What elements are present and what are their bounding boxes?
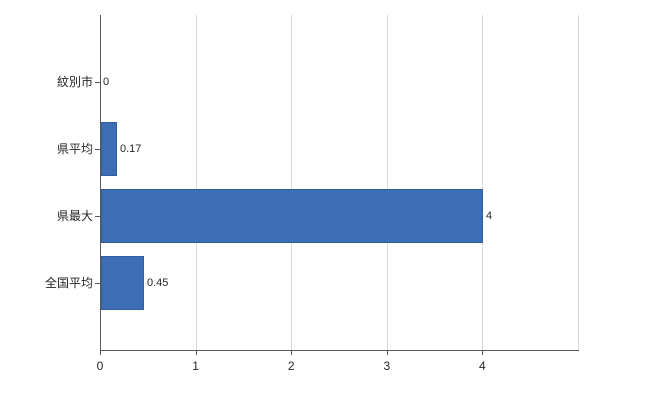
gridline <box>578 15 579 350</box>
gridline <box>195 15 197 350</box>
bar <box>101 122 117 176</box>
bar-value-label: 0.45 <box>147 277 169 289</box>
x-axis-tick <box>482 350 484 355</box>
x-axis-tick-label: 1 <box>192 359 199 373</box>
gridline <box>291 15 293 350</box>
gridline <box>386 15 388 350</box>
bar-value-label: 0 <box>103 76 110 88</box>
x-axis-tick-label: 3 <box>383 359 391 373</box>
y-axis-tick <box>95 82 100 83</box>
x-axis-line <box>100 350 579 351</box>
bar <box>101 256 144 310</box>
x-axis-tick <box>100 350 101 355</box>
y-axis-tick <box>95 149 100 150</box>
bar <box>101 189 483 243</box>
y-axis-tick <box>95 216 100 217</box>
category-label: 紋別市 <box>56 75 93 89</box>
x-axis-tick <box>386 350 388 355</box>
x-axis-tick <box>195 350 197 355</box>
x-axis-tick <box>291 350 293 355</box>
x-axis-tick-label: 2 <box>287 359 295 373</box>
category-label: 県平均 <box>56 142 93 156</box>
gridline <box>482 15 484 350</box>
y-axis-line <box>100 15 101 351</box>
category-label: 全国平均 <box>44 276 93 290</box>
x-axis-tick-label: 4 <box>479 359 486 373</box>
category-label: 県最大 <box>56 209 93 223</box>
bar-value-label: 0.17 <box>120 143 142 155</box>
bar-value-label: 4 <box>486 210 493 222</box>
x-axis-tick-label: 0 <box>96 359 104 373</box>
y-axis-tick <box>95 283 100 284</box>
